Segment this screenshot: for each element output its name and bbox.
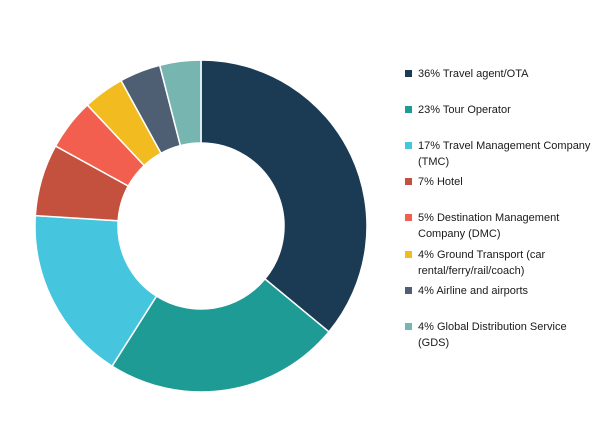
legend-label: 7% Hotel [418,176,463,188]
legend-label: 23% Tour Operator [418,104,511,116]
legend-item-2: 23% Tour Operator [405,102,595,118]
donut-slice-8 [158,59,202,147]
legend-label: 4% Global Distribution Service (GDS) [418,321,567,349]
legend-label: 4% Ground Transport (car rental/ferry/ra… [418,249,546,277]
legend-swatch [405,287,412,294]
legend-item-6: 4% Ground Transport (car rental/ferry/ra… [405,247,595,279]
legend-item-7: 4% Airline and airports [405,283,595,299]
legend-item-5: 5% Destination Management Company (DMC) [405,210,595,242]
legend-swatch [405,106,412,113]
legend-swatch [405,142,412,149]
legend-label: 36% Travel agent/OTA [418,68,529,80]
legend-swatch [405,178,412,185]
legend-swatch [405,251,412,258]
legend-item-1: 36% Travel agent/OTA [405,66,595,82]
legend-swatch [405,323,412,330]
legend-swatch [405,214,412,221]
legend-item-4: 7% Hotel [405,174,595,190]
donut-slice-3 [34,214,158,368]
donut-slice-2 [111,277,330,393]
legend-label: 5% Destination Management Company (DMC) [418,212,560,240]
legend-item-3: 17% Travel Management Company (TMC) [405,138,595,170]
legend-label: 4% Airline and airports [418,285,529,297]
legend-swatch [405,70,412,77]
legend-label: 17% Travel Management Company (TMC) [418,140,591,168]
legend-item-8: 4% Global Distribution Service (GDS) [405,319,595,351]
donut-slice-1 [200,59,368,333]
